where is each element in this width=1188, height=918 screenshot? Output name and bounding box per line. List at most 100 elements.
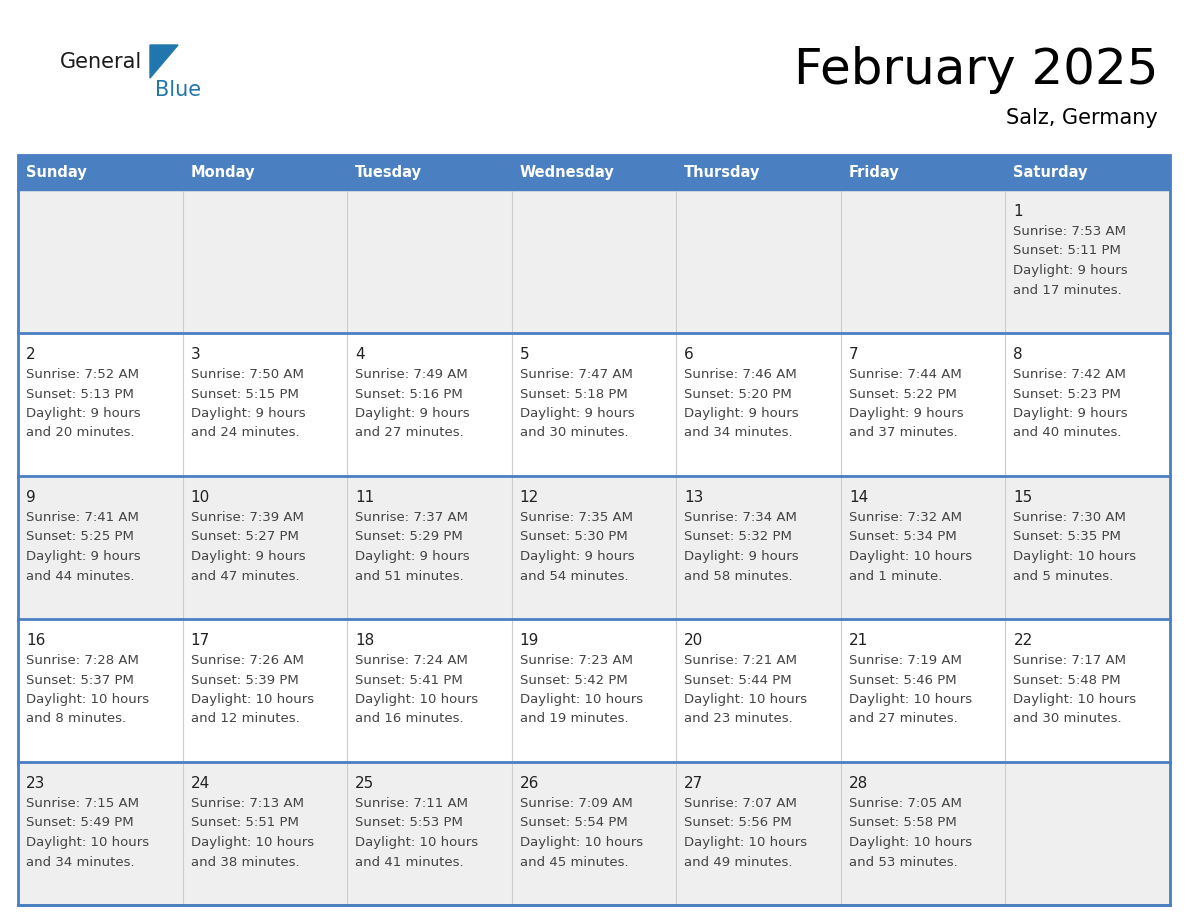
Text: Sunrise: 7:35 AM: Sunrise: 7:35 AM	[519, 511, 633, 524]
Text: Sunrise: 7:15 AM: Sunrise: 7:15 AM	[26, 797, 139, 810]
Text: Sunset: 5:20 PM: Sunset: 5:20 PM	[684, 387, 792, 400]
Text: 20: 20	[684, 633, 703, 648]
Text: Sunrise: 7:28 AM: Sunrise: 7:28 AM	[26, 654, 139, 667]
Text: 11: 11	[355, 490, 374, 505]
Text: and 8 minutes.: and 8 minutes.	[26, 712, 126, 725]
Text: Daylight: 10 hours: Daylight: 10 hours	[1013, 693, 1137, 706]
Text: Sunset: 5:56 PM: Sunset: 5:56 PM	[684, 816, 792, 830]
Text: Sunrise: 7:53 AM: Sunrise: 7:53 AM	[1013, 225, 1126, 238]
Text: and 37 minutes.: and 37 minutes.	[849, 427, 958, 440]
Text: 12: 12	[519, 490, 539, 505]
Text: Daylight: 10 hours: Daylight: 10 hours	[190, 693, 314, 706]
Text: Sunrise: 7:50 AM: Sunrise: 7:50 AM	[190, 368, 303, 381]
Text: Sunset: 5:22 PM: Sunset: 5:22 PM	[849, 387, 956, 400]
Text: Sunrise: 7:17 AM: Sunrise: 7:17 AM	[1013, 654, 1126, 667]
Text: Sunrise: 7:24 AM: Sunrise: 7:24 AM	[355, 654, 468, 667]
Text: and 20 minutes.: and 20 minutes.	[26, 427, 134, 440]
Text: Daylight: 10 hours: Daylight: 10 hours	[355, 836, 479, 849]
Text: Sunset: 5:44 PM: Sunset: 5:44 PM	[684, 674, 792, 687]
Text: Daylight: 10 hours: Daylight: 10 hours	[849, 550, 972, 563]
Text: Sunrise: 7:34 AM: Sunrise: 7:34 AM	[684, 511, 797, 524]
Text: 14: 14	[849, 490, 868, 505]
Text: Daylight: 9 hours: Daylight: 9 hours	[26, 550, 140, 563]
Text: Sunset: 5:29 PM: Sunset: 5:29 PM	[355, 531, 463, 543]
Text: Sunrise: 7:39 AM: Sunrise: 7:39 AM	[190, 511, 303, 524]
Text: Sunrise: 7:49 AM: Sunrise: 7:49 AM	[355, 368, 468, 381]
Text: Sunset: 5:54 PM: Sunset: 5:54 PM	[519, 816, 627, 830]
Text: 1: 1	[1013, 204, 1023, 219]
Text: Sunrise: 7:47 AM: Sunrise: 7:47 AM	[519, 368, 632, 381]
Text: Sunset: 5:35 PM: Sunset: 5:35 PM	[1013, 531, 1121, 543]
Text: Daylight: 10 hours: Daylight: 10 hours	[26, 693, 150, 706]
Bar	[18, 155, 1170, 905]
Text: 17: 17	[190, 633, 210, 648]
Text: Sunset: 5:23 PM: Sunset: 5:23 PM	[1013, 387, 1121, 400]
Text: Sunset: 5:27 PM: Sunset: 5:27 PM	[190, 531, 298, 543]
Text: and 34 minutes.: and 34 minutes.	[26, 856, 134, 868]
Text: Sunset: 5:11 PM: Sunset: 5:11 PM	[1013, 244, 1121, 258]
Text: Sunrise: 7:23 AM: Sunrise: 7:23 AM	[519, 654, 633, 667]
Text: 15: 15	[1013, 490, 1032, 505]
Text: Tuesday: Tuesday	[355, 165, 422, 180]
Text: Daylight: 9 hours: Daylight: 9 hours	[519, 550, 634, 563]
Text: Sunrise: 7:11 AM: Sunrise: 7:11 AM	[355, 797, 468, 810]
Text: Sunset: 5:13 PM: Sunset: 5:13 PM	[26, 387, 134, 400]
Text: February 2025: February 2025	[794, 46, 1158, 94]
Text: and 5 minutes.: and 5 minutes.	[1013, 569, 1113, 583]
Text: Daylight: 9 hours: Daylight: 9 hours	[355, 550, 469, 563]
Text: and 40 minutes.: and 40 minutes.	[1013, 427, 1121, 440]
Text: 18: 18	[355, 633, 374, 648]
Text: Thursday: Thursday	[684, 165, 760, 180]
Text: Sunrise: 7:41 AM: Sunrise: 7:41 AM	[26, 511, 139, 524]
Text: Sunset: 5:48 PM: Sunset: 5:48 PM	[1013, 674, 1121, 687]
Text: and 12 minutes.: and 12 minutes.	[190, 712, 299, 725]
Text: Sunrise: 7:05 AM: Sunrise: 7:05 AM	[849, 797, 962, 810]
Text: Sunrise: 7:13 AM: Sunrise: 7:13 AM	[190, 797, 304, 810]
Text: and 27 minutes.: and 27 minutes.	[849, 712, 958, 725]
Text: 21: 21	[849, 633, 868, 648]
Text: and 51 minutes.: and 51 minutes.	[355, 569, 463, 583]
Text: Sunrise: 7:21 AM: Sunrise: 7:21 AM	[684, 654, 797, 667]
Text: 26: 26	[519, 776, 539, 791]
Text: and 47 minutes.: and 47 minutes.	[190, 569, 299, 583]
Text: Daylight: 10 hours: Daylight: 10 hours	[684, 836, 808, 849]
Text: 3: 3	[190, 347, 201, 362]
Text: Daylight: 9 hours: Daylight: 9 hours	[1013, 407, 1129, 420]
Text: Sunrise: 7:52 AM: Sunrise: 7:52 AM	[26, 368, 139, 381]
Text: and 54 minutes.: and 54 minutes.	[519, 569, 628, 583]
Text: Sunset: 5:16 PM: Sunset: 5:16 PM	[355, 387, 463, 400]
Text: Sunset: 5:34 PM: Sunset: 5:34 PM	[849, 531, 956, 543]
Text: Daylight: 9 hours: Daylight: 9 hours	[849, 407, 963, 420]
Text: Friday: Friday	[849, 165, 899, 180]
Text: 25: 25	[355, 776, 374, 791]
Text: Sunrise: 7:42 AM: Sunrise: 7:42 AM	[1013, 368, 1126, 381]
Text: 13: 13	[684, 490, 703, 505]
Text: Sunrise: 7:32 AM: Sunrise: 7:32 AM	[849, 511, 962, 524]
Text: Daylight: 10 hours: Daylight: 10 hours	[1013, 550, 1137, 563]
Text: and 41 minutes.: and 41 minutes.	[355, 856, 463, 868]
Text: Daylight: 9 hours: Daylight: 9 hours	[190, 550, 305, 563]
Text: Blue: Blue	[154, 80, 201, 100]
Text: Daylight: 10 hours: Daylight: 10 hours	[519, 693, 643, 706]
Text: and 49 minutes.: and 49 minutes.	[684, 856, 792, 868]
Text: Sunset: 5:37 PM: Sunset: 5:37 PM	[26, 674, 134, 687]
Text: 27: 27	[684, 776, 703, 791]
Text: Monday: Monday	[190, 165, 255, 180]
Text: Daylight: 10 hours: Daylight: 10 hours	[849, 693, 972, 706]
Text: Sunrise: 7:30 AM: Sunrise: 7:30 AM	[1013, 511, 1126, 524]
Text: 7: 7	[849, 347, 859, 362]
Text: Sunrise: 7:26 AM: Sunrise: 7:26 AM	[190, 654, 303, 667]
Text: Sunrise: 7:07 AM: Sunrise: 7:07 AM	[684, 797, 797, 810]
Text: Sunset: 5:25 PM: Sunset: 5:25 PM	[26, 531, 134, 543]
Text: 22: 22	[1013, 633, 1032, 648]
Text: 5: 5	[519, 347, 530, 362]
Text: Sunday: Sunday	[26, 165, 87, 180]
Text: Sunset: 5:32 PM: Sunset: 5:32 PM	[684, 531, 792, 543]
Text: 9: 9	[26, 490, 36, 505]
Text: 2: 2	[26, 347, 36, 362]
Bar	[18, 155, 1170, 190]
Text: 28: 28	[849, 776, 868, 791]
Bar	[18, 619, 1170, 762]
Text: Sunset: 5:49 PM: Sunset: 5:49 PM	[26, 816, 133, 830]
Text: Sunset: 5:30 PM: Sunset: 5:30 PM	[519, 531, 627, 543]
